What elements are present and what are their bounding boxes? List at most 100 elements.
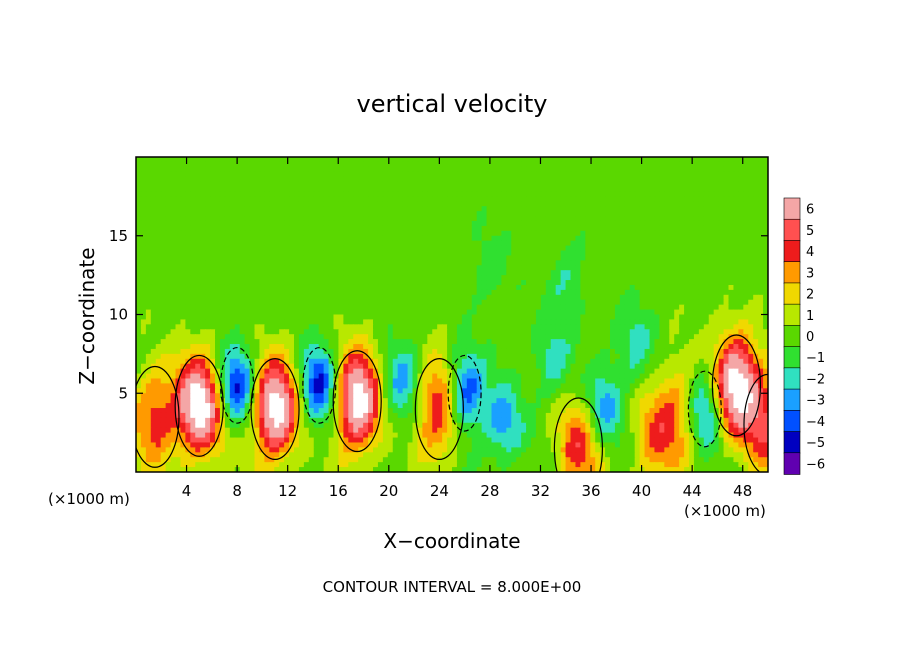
heatmap-cell (363, 240, 369, 247)
heatmap-cell (150, 225, 157, 232)
heatmap-cell (649, 216, 656, 222)
heatmap-cell (298, 314, 305, 321)
heatmap-cell (185, 220, 191, 227)
heatmap-cell (437, 334, 443, 340)
heatmap-cell (639, 265, 646, 271)
heatmap-cell (274, 299, 280, 306)
heatmap-cell (540, 329, 547, 335)
heatmap-cell (703, 299, 710, 306)
heatmap-cell (224, 245, 231, 252)
heatmap-cell (180, 220, 186, 227)
heatmap-cell (693, 339, 700, 345)
heatmap-cell (540, 166, 547, 173)
heatmap-cell (244, 166, 251, 173)
heatmap-cell (669, 304, 675, 311)
heatmap-cell (298, 319, 305, 325)
heatmap-cell (575, 220, 581, 227)
heatmap-cell (165, 235, 172, 242)
heatmap-cell (373, 161, 379, 168)
heatmap-cell (466, 181, 473, 188)
heatmap-cell (215, 206, 221, 212)
heatmap-cell (185, 270, 191, 276)
heatmap-cell (279, 176, 285, 183)
heatmap-cell (140, 181, 147, 188)
heatmap-cell (373, 289, 379, 296)
heatmap-cell (343, 289, 349, 296)
heatmap-cell (506, 245, 512, 252)
heatmap-cell (328, 176, 335, 183)
heatmap-cell (219, 161, 226, 168)
heatmap-cell (600, 255, 606, 261)
heatmap-cell (373, 186, 379, 193)
heatmap-cell (348, 289, 354, 296)
heatmap-cell (249, 166, 256, 173)
heatmap-cell (476, 240, 483, 247)
heatmap-cell (634, 280, 641, 286)
heatmap-cell (165, 334, 172, 340)
heatmap-cell (669, 255, 675, 261)
heatmap-cell (481, 294, 488, 301)
heatmap-cell (422, 260, 428, 266)
heatmap-cell (318, 206, 325, 212)
heatmap-cell (728, 314, 735, 321)
heatmap-cell (738, 171, 744, 178)
heatmap-cell (718, 270, 725, 276)
heatmap-cell (333, 181, 340, 188)
heatmap-cell (659, 245, 665, 252)
heatmap-cell (481, 240, 488, 247)
heatmap-cell (565, 171, 572, 178)
heatmap-cell (442, 299, 448, 306)
heatmap-cell (758, 235, 764, 242)
heatmap-cell (511, 255, 517, 261)
heatmap-cell (654, 319, 660, 325)
heatmap-cell (229, 211, 236, 217)
heatmap-cell (461, 280, 468, 286)
heatmap-cell (165, 324, 172, 330)
heatmap-cell (224, 255, 231, 261)
heatmap-cell (600, 171, 606, 178)
heatmap-cell (427, 245, 433, 252)
heatmap-cell (545, 191, 552, 197)
heatmap-cell (575, 230, 581, 237)
heatmap-cell (506, 181, 512, 188)
heatmap-cell (624, 294, 631, 301)
heatmap-cell (521, 309, 527, 316)
heatmap-cell (373, 270, 379, 276)
heatmap-cell (624, 299, 631, 306)
heatmap-cell (382, 240, 389, 247)
heatmap-cell (669, 211, 675, 217)
heatmap-cell (698, 220, 705, 227)
heatmap-cell (659, 344, 665, 350)
heatmap-cell (185, 171, 191, 178)
heatmap-cell (185, 186, 191, 193)
heatmap-cell (377, 196, 384, 202)
heatmap-cell (644, 319, 651, 325)
heatmap-cell (718, 211, 725, 217)
heatmap-cell (708, 275, 715, 281)
heatmap-cell (200, 280, 206, 286)
heatmap-cell (136, 284, 142, 291)
heatmap-cell (664, 186, 670, 193)
heatmap-cell (442, 171, 448, 178)
heatmap-cell (205, 280, 211, 286)
heatmap-cell (313, 196, 320, 202)
heatmap-cell (402, 329, 409, 335)
heatmap-cell (496, 304, 502, 311)
heatmap-cell (343, 280, 349, 286)
heatmap-cell (550, 329, 557, 335)
heatmap-cell (254, 171, 261, 178)
heatmap-cell (590, 157, 596, 163)
heatmap-cell (180, 176, 186, 183)
heatmap-cell (585, 240, 591, 247)
heatmap-cell (382, 181, 389, 188)
heatmap-cell (358, 171, 364, 178)
heatmap-cell (427, 250, 433, 257)
heatmap-cell (407, 275, 414, 281)
heatmap-cell (605, 186, 611, 193)
heatmap-cell (284, 206, 290, 212)
heatmap-cell (535, 319, 542, 325)
heatmap-cell (456, 181, 463, 188)
heatmap-cell (215, 329, 221, 335)
heatmap-cell (619, 334, 626, 340)
heatmap-cell (496, 334, 502, 340)
